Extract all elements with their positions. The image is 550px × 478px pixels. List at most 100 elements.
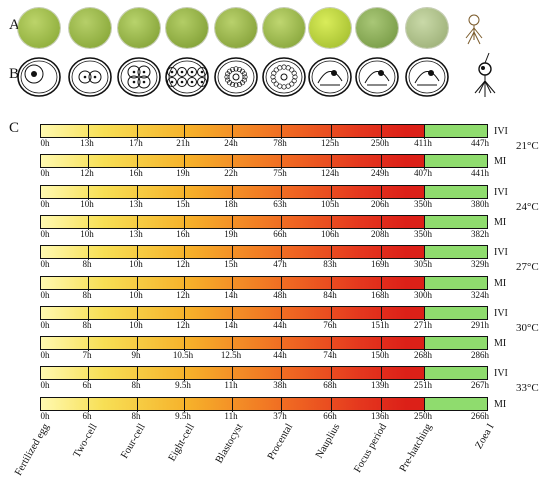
timeline-tick [232, 185, 233, 200]
timeline-tick [137, 367, 138, 382]
embryo-sketch-row [17, 52, 496, 97]
time-label: 76h [323, 319, 337, 330]
time-label: 9h [131, 350, 141, 361]
timeline-tick [88, 125, 89, 139]
time-label: 249h [371, 168, 389, 179]
timeline-tick [281, 155, 282, 170]
time-label: 48h [273, 289, 287, 300]
pre-hatching-segment [424, 397, 487, 410]
embryo-photo-4 [166, 8, 208, 48]
time-label: 44h [273, 319, 287, 330]
time-label: 0h [40, 410, 50, 421]
time-label: 0h [40, 198, 50, 209]
timeline-tick [424, 397, 425, 412]
embryo-photo-5 [215, 8, 257, 48]
time-label: 15h [224, 259, 238, 270]
embryo-sketch-1 [17, 57, 61, 97]
timeline-bar [40, 396, 488, 412]
timeline-tick [424, 185, 425, 200]
timeline-bar [40, 336, 488, 352]
temperature-label: 24°C [516, 200, 539, 213]
time-label: 250h [414, 410, 432, 421]
timeline-tick [281, 367, 282, 382]
pre-hatching-segment [424, 246, 487, 259]
pre-hatching-segment [424, 155, 487, 168]
time-label: 350h [414, 198, 432, 209]
timeline-tick [184, 155, 185, 170]
embryo-photo-3 [118, 8, 160, 48]
timeline-tick [137, 246, 138, 261]
timeline-tick [331, 125, 332, 139]
time-label: 19h [176, 168, 190, 179]
embryo-photo-6 [263, 8, 305, 48]
time-label: 124h [321, 168, 339, 179]
timeline-tick [281, 215, 282, 230]
stage-label: Four-cell [118, 422, 148, 461]
timeline-tick [88, 367, 89, 382]
timeline-tick [424, 125, 425, 139]
timeline-tick [137, 397, 138, 412]
stage-label: Fertilized egg [12, 422, 52, 478]
group-label: MI [494, 338, 507, 350]
group-label: MI [494, 398, 507, 410]
timeline-tick [331, 276, 332, 291]
stage-label: Procental [266, 422, 296, 462]
time-label: 125h [321, 138, 339, 148]
time-label: 168h [371, 289, 389, 300]
stage-label: Eight-cell [166, 422, 197, 464]
timeline-tick [424, 367, 425, 382]
embryo-photo-10 [460, 10, 488, 46]
time-label: 38h [273, 380, 287, 391]
time-label: 136h [371, 410, 389, 421]
time-label: 13h [129, 198, 143, 209]
timeline-tick [232, 125, 233, 139]
time-label: 75h [273, 168, 287, 179]
timeline-tick [88, 276, 89, 291]
timeline-tick [331, 185, 332, 200]
timeline-tick [184, 337, 185, 352]
time-label: 66h [273, 228, 287, 239]
timeline-tick [137, 215, 138, 230]
time-label: 250h [371, 138, 389, 148]
embryo-sketch-5 [214, 57, 258, 97]
time-label: 16h [129, 168, 143, 179]
timeline-tick [331, 337, 332, 352]
time-label: 12h [176, 319, 190, 330]
time-label: 10.5h [172, 350, 194, 361]
time-label: 9.5h [175, 410, 191, 421]
time-label: 13h [129, 228, 143, 239]
time-label: 66h [323, 410, 337, 421]
stage-label: Pre-hatching [398, 422, 435, 474]
time-label: 407h [414, 168, 432, 179]
time-label: 300h [414, 289, 432, 300]
timeline-tick [184, 185, 185, 200]
time-label: 24h [224, 138, 238, 148]
embryo-photo-1 [18, 8, 60, 48]
timeline-tick [232, 215, 233, 230]
time-label: 11h [224, 410, 238, 421]
stage-label: Nauplius [314, 422, 343, 461]
timeline-tick [137, 185, 138, 200]
timeline-tick [184, 367, 185, 382]
time-label: 10h [80, 198, 94, 209]
group-label: IVI [494, 186, 508, 198]
timeline-tick [232, 276, 233, 291]
time-label: 208h [371, 228, 389, 239]
panel-label-b: B [9, 66, 20, 82]
timeline-bar [40, 154, 488, 170]
time-label: 84h [323, 289, 337, 300]
time-label: 0h [40, 138, 50, 148]
time-label: 16h [176, 228, 190, 239]
panel-label-a: A [9, 17, 20, 33]
group-label: MI [494, 277, 507, 289]
time-label: 441h [471, 168, 489, 179]
timeline-tick [232, 306, 233, 321]
timeline-tick [232, 246, 233, 261]
time-label: 106h [321, 228, 339, 239]
timeline-tick [184, 246, 185, 261]
timeline-bar [40, 124, 488, 139]
timeline-tick [137, 337, 138, 352]
time-label: 8h [131, 410, 141, 421]
timeline-tick [331, 155, 332, 170]
timeline-tick [88, 215, 89, 230]
